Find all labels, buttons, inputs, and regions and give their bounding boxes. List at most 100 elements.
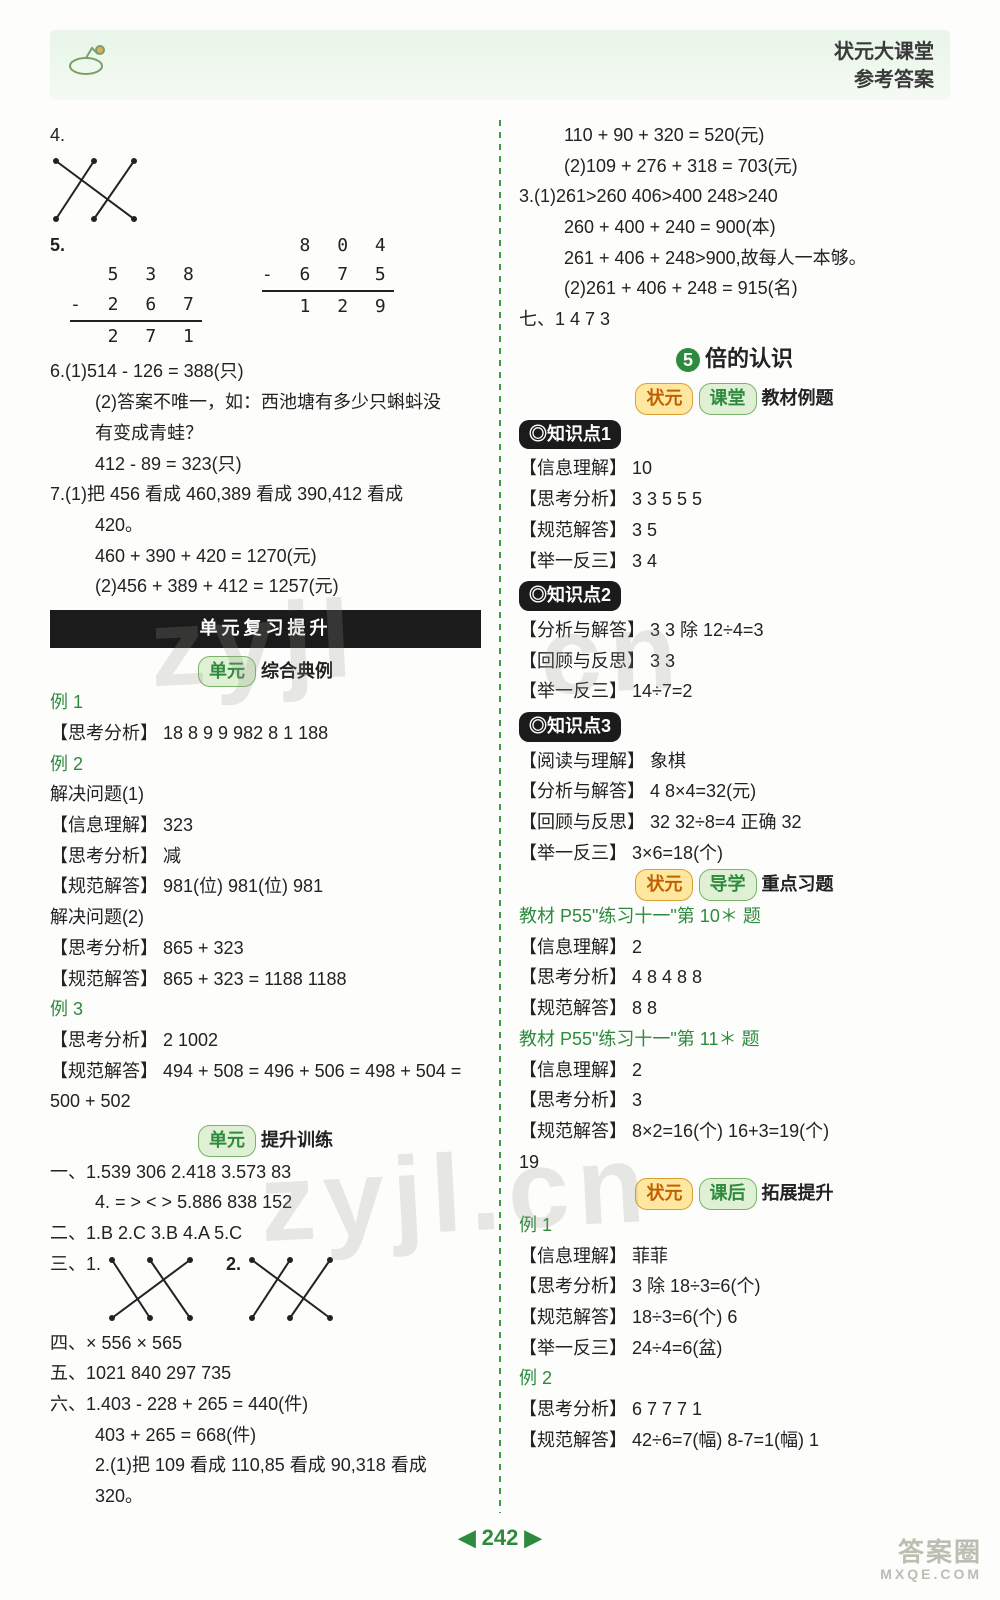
r-ex2-title: 例 2: [519, 1364, 950, 1394]
kehou-text: 拓展提升: [762, 1183, 834, 1203]
q5-subtractions: 5. 5 3 8 - 2 6 7 2 7 1 8 0 4 - 6 7 5 1 2…: [50, 231, 481, 352]
ketang-pill: 状元: [635, 383, 693, 415]
r-top-l7: 七、1 4 7 3: [519, 305, 950, 335]
wu: 五、1021 840 297 735: [50, 1359, 481, 1389]
tisheng-heading: 单元 提升训练: [50, 1125, 481, 1157]
q7-l4: (2)456 + 389 + 412 = 1257(元): [50, 572, 481, 602]
unit5-title: 倍的认识: [705, 346, 793, 371]
kp1-l2: 【思考分析】 3 3 5 5 5: [519, 485, 950, 515]
brand-url: MXQE.COM: [880, 1567, 982, 1582]
q5b-minus: - 6 7 5: [262, 260, 394, 290]
tisheng-text: 提升训练: [261, 1130, 333, 1150]
q6-l4: 412 - 89 = 323(只): [50, 450, 481, 480]
q5b-top: 8 0 4: [262, 231, 394, 261]
daoxue-text: 重点习题: [762, 874, 834, 894]
header-illustration-icon: [66, 38, 126, 88]
p11-l1: 【信息理解】 2: [519, 1056, 950, 1086]
q6-l1: 6.(1)514 - 126 = 388(只): [50, 357, 481, 387]
q5a-minus: - 2 6 7: [70, 290, 202, 320]
yi-l2: 4. = > < > 5.886 838 152: [50, 1188, 481, 1218]
kehou-heading: 状元 课后 拓展提升: [519, 1178, 950, 1210]
kp3-l3: 【回顾与反思】 32 32÷8=4 正确 32: [519, 808, 950, 838]
r-ex1-l3: 【规范解答】 18÷3=6(个) 6: [519, 1303, 950, 1333]
q7-l2: 420。: [50, 511, 481, 541]
r-top-l4: 260 + 400 + 240 = 900(本): [519, 213, 950, 243]
si: 四、× 556 × 565: [50, 1329, 481, 1359]
q7-l3: 460 + 390 + 420 = 1270(元): [50, 542, 481, 572]
kp2-l3: 【举一反三】 14÷7=2: [519, 677, 950, 707]
r-ex2-l1: 【思考分析】 6 7 7 7 1: [519, 1395, 950, 1425]
ex1-title: 例 1: [50, 688, 481, 718]
san-diagram-1: [106, 1254, 196, 1324]
san-label2: 2.: [226, 1254, 241, 1274]
p11-l4: 19: [519, 1148, 950, 1178]
daoxue-heading: 状元 导学 重点习题: [519, 869, 950, 901]
r-top-l3: 3.(1)261>260 406>400 248>240: [519, 182, 950, 212]
brand-name: 答案圈: [880, 1538, 982, 1567]
r-top-l2: (2)109 + 276 + 318 = 703(元): [519, 152, 950, 182]
san-label1: 三、1.: [50, 1254, 101, 1274]
q6-l2: (2)答案不唯一，如：西池塘有多少只蝌蚪没: [50, 388, 481, 418]
dianli-pill: 单元: [198, 656, 256, 688]
kehou-pill: 状元: [635, 1178, 693, 1210]
q7-l1: 7.(1)把 456 看成 460,389 看成 390,412 看成: [50, 480, 481, 510]
p10-title: 教材 P55"练习十一"第 10＊ 题: [519, 902, 950, 932]
san-diagram-2: [246, 1254, 336, 1324]
unit-review-bar: 单元复习提升: [50, 610, 481, 648]
ex3-l3: 500 + 502: [50, 1087, 481, 1117]
r-ex1-l2: 【思考分析】 3 除 18÷3=6(个): [519, 1272, 950, 1302]
q5a-result: 2 7 1: [70, 322, 202, 352]
ex2-title: 例 2: [50, 750, 481, 780]
er: 二、1.B 2.C 3.B 4.A 5.C: [50, 1219, 481, 1249]
kp2-l1: 【分析与解答】 3 3 除 12÷4=3: [519, 616, 950, 646]
page-number: 242: [482, 1525, 519, 1550]
ketang-tag: 课堂: [699, 383, 757, 415]
p11-title: 教材 P55"练习十一"第 11＊ 题: [519, 1025, 950, 1055]
kp3-l2: 【分析与解答】 4 8×4=32(元): [519, 777, 950, 807]
dianli-text: 综合典例: [261, 661, 333, 681]
ex3-l1: 【思考分析】 2 1002: [50, 1026, 481, 1056]
ex1-l1: 【思考分析】 18 8 9 9 982 8 1 188: [50, 719, 481, 749]
unit5-number: 5: [676, 348, 700, 372]
ex3-l2: 【规范解答】 494 + 508 = 496 + 506 = 498 + 504…: [50, 1057, 481, 1087]
kp1-l4: 【举一反三】 3 4: [519, 547, 950, 577]
liu-l1: 六、1.403 - 228 + 265 = 440(件): [50, 1390, 481, 1420]
p10-l3: 【规范解答】 8 8: [519, 994, 950, 1024]
yi-l1: 一、1.539 306 2.418 3.573 83: [50, 1158, 481, 1188]
footer-tri-left-icon: ◀: [459, 1525, 476, 1550]
dianli-heading: 单元 综合典例: [50, 656, 481, 688]
daoxue-pill: 状元: [635, 869, 693, 901]
column-divider: [499, 120, 501, 1513]
unit5-heading: 5 倍的认识: [519, 341, 950, 377]
kp1-tag: ◎知识点1: [519, 420, 621, 450]
r-ex1-title: 例 1: [519, 1211, 950, 1241]
r-top-l6: (2)261 + 406 + 248 = 915(名): [519, 274, 950, 304]
right-column: 110 + 90 + 320 = 520(元) (2)109 + 276 + 3…: [519, 120, 950, 1513]
q4-match-diagram: [50, 155, 140, 225]
page-footer: ◀ 242 ▶: [50, 1525, 950, 1551]
ex2-l6: 【思考分析】 865 + 323: [50, 934, 481, 964]
kp1-l1: 【信息理解】 10: [519, 454, 950, 484]
q5a-top: 5 3 8: [70, 260, 202, 290]
ex2-l5: 解决问题(2): [50, 903, 481, 933]
san-row: 三、1. 2.: [50, 1250, 481, 1328]
kp2-l2: 【回顾与反思】 3 3: [519, 647, 950, 677]
header-title-2: 参考答案: [834, 66, 934, 94]
p11-l3: 【规范解答】 8×2=16(个) 16+3=19(个): [519, 1117, 950, 1147]
r-ex1-l4: 【举一反三】 24÷4=6(盆): [519, 1334, 950, 1364]
ex2-l2: 【信息理解】 323: [50, 811, 481, 841]
header-title-1: 状元大课堂: [834, 38, 934, 66]
kp3-l4: 【举一反三】 3×6=18(个): [519, 839, 950, 869]
ketang-text: 教材例题: [762, 388, 834, 408]
r-top-l5: 261 + 406 + 248>900,故每人一本够。: [519, 244, 950, 274]
ketang-heading: 状元 课堂 教材例题: [519, 383, 950, 415]
header-title-block: 状元大课堂 参考答案: [834, 38, 934, 94]
kp3-l1: 【阅读与理解】 象棋: [519, 747, 950, 777]
q4-label: 4.: [50, 121, 481, 151]
ex2-l3: 【思考分析】 减: [50, 842, 481, 872]
r-ex2-l2: 【规范解答】 42÷6=7(幅) 8-7=1(幅) 1: [519, 1426, 950, 1456]
ex2-l1: 解决问题(1): [50, 780, 481, 810]
footer-tri-right-icon: ▶: [524, 1525, 541, 1550]
q6-l3: 有变成青蛙？: [50, 419, 481, 449]
p11-l2: 【思考分析】 3: [519, 1086, 950, 1116]
